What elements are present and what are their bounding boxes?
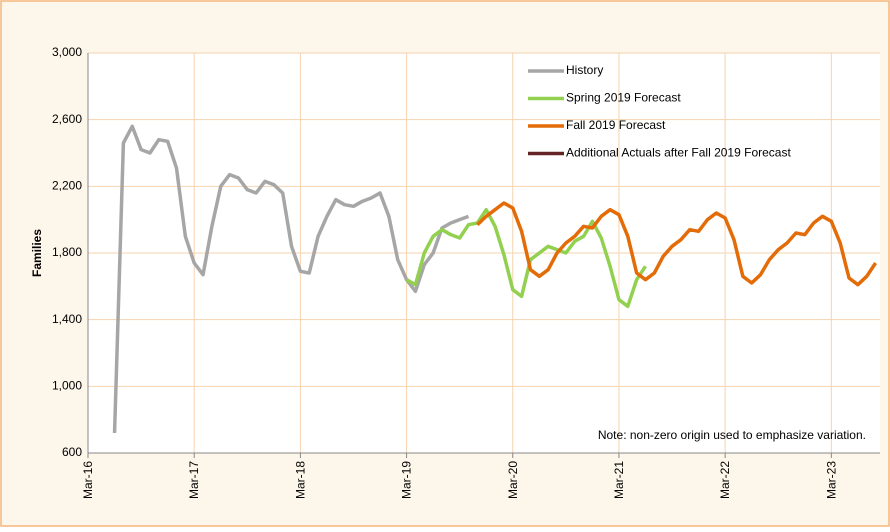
legend-label: Spring 2019 Forecast	[566, 91, 681, 105]
x-tick-label: Mar-21	[612, 461, 626, 499]
y-tick-label: 2,600	[52, 112, 82, 126]
x-tick-label: Mar-18	[293, 461, 307, 499]
x-tick-label: Mar-19	[400, 461, 414, 499]
x-tick-label: Mar-16	[81, 461, 95, 499]
y-axis-label: Families	[30, 229, 44, 277]
x-tick-label: Mar-23	[824, 461, 838, 499]
series-line	[112, 124, 470, 434]
series-line	[476, 201, 878, 287]
x-tick-label: Mar-20	[506, 461, 520, 499]
y-tick-label: 2,200	[52, 179, 82, 193]
y-tick-label: 1,000	[52, 379, 82, 393]
legend-label: Fall 2019 Forecast	[566, 118, 666, 132]
y-tick-label: 600	[62, 445, 82, 459]
legend-label: History	[566, 63, 603, 77]
y-tick-label: 1,800	[52, 245, 82, 259]
y-tick-label: 3,000	[52, 45, 82, 59]
legend-label: Additional Actuals after Fall 2019 Forec…	[566, 146, 791, 160]
x-tick-label: Mar-17	[187, 461, 201, 499]
x-tick-label: Mar-22	[718, 461, 732, 499]
y-tick-label: 1,400	[52, 312, 82, 326]
series-line	[405, 207, 647, 309]
note: Note: non-zero origin used to emphasize …	[598, 428, 866, 442]
